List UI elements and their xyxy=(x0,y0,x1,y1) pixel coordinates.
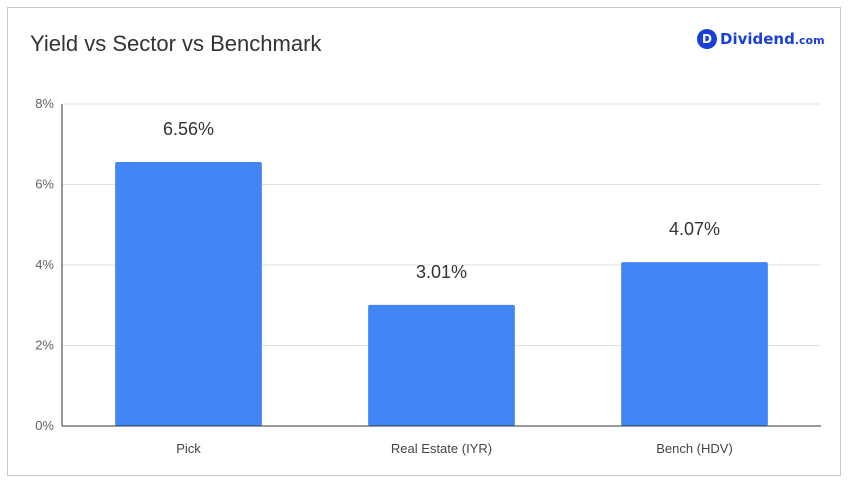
y-tick-label: 0% xyxy=(35,418,54,433)
y-tick-label: 2% xyxy=(35,338,54,353)
dividend-logo-icon: D xyxy=(697,29,717,49)
y-tick-label: 8% xyxy=(35,96,54,111)
y-tick-label: 6% xyxy=(35,177,54,192)
data-label: 3.01% xyxy=(416,262,467,282)
brand-tld: .com xyxy=(794,34,825,47)
x-tick-label: Bench (HDV) xyxy=(656,441,733,456)
brand-logo: D Dividend .com xyxy=(697,28,825,50)
bar xyxy=(368,304,515,426)
bar xyxy=(621,262,768,426)
bar xyxy=(115,161,262,426)
chart-title: Yield vs Sector vs Benchmark xyxy=(30,31,322,56)
data-label: 6.56% xyxy=(163,119,214,139)
x-tick-label: Pick xyxy=(176,441,201,456)
x-tick-label: Real Estate (IYR) xyxy=(391,441,492,456)
data-label: 4.07% xyxy=(669,219,720,239)
y-tick-label: 4% xyxy=(35,257,54,272)
brand-name: Dividend xyxy=(720,30,795,48)
